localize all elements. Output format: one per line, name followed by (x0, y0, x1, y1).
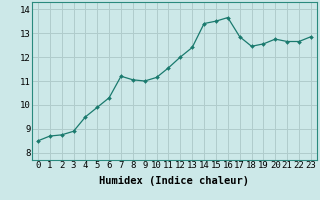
X-axis label: Humidex (Indice chaleur): Humidex (Indice chaleur) (100, 176, 249, 186)
